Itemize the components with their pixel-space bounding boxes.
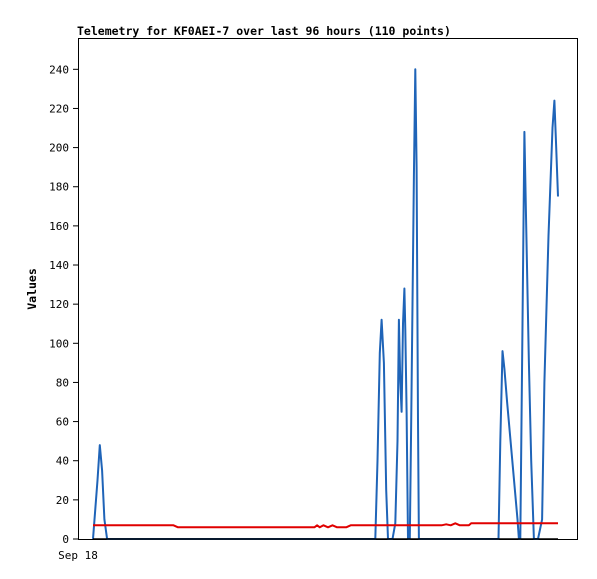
y-tick-label: 60 [56,416,69,429]
y-tick-label: 0 [62,533,69,546]
y-tick-label: 140 [49,259,69,272]
y-tick-label: 80 [56,376,69,389]
y-tick-label: 240 [49,63,69,76]
y-tick-label: 200 [49,142,69,155]
y-tick-label: 220 [49,102,69,115]
y-tick-label: 180 [49,181,69,194]
y-tick-label: 120 [49,298,69,311]
x-axis-ticks: Sep 18 [58,549,98,562]
series-layer [92,68,559,540]
y-tick-label: 40 [56,455,69,468]
chart-title: Telemetry for KF0AEI-7 over last 96 hour… [77,24,451,38]
y-axis-ticks: 0 20 40 60 80 100 120 140 160 180 200 220 240 [49,63,78,546]
plot-area [78,38,578,540]
y-axis-label: Values [25,268,39,310]
y-tick-label: 20 [56,494,69,507]
series-line-2 [93,522,558,529]
y-tick-label: 160 [49,220,69,233]
x-tick-label: Sep 18 [58,549,98,562]
y-tick-label: 100 [49,337,69,350]
series-line-1 [92,68,559,540]
